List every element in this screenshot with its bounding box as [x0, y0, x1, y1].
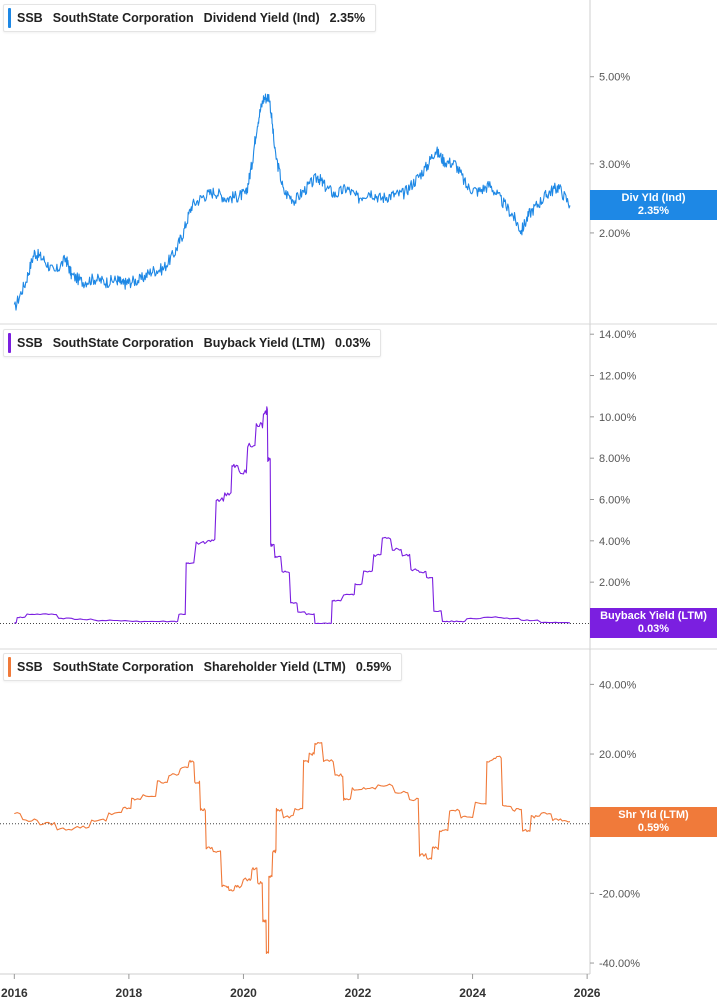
y-tick-label: 12.00% — [599, 371, 637, 383]
legend-metric: Buyback Yield (LTM) — [203, 336, 325, 350]
legend-value: 0.03% — [335, 336, 371, 350]
legend-metric: Dividend Yield (Ind) — [203, 11, 320, 25]
badge-value: 0.59% — [637, 821, 670, 834]
badge-label: Div Yld (Ind) — [621, 192, 686, 205]
legend-company: SouthState Corporation — [52, 11, 194, 25]
badge-shareholder-yield: Shr Yld (LTM) 0.59% — [590, 806, 717, 837]
legend-company: SouthState Corporation — [52, 336, 194, 350]
x-tick-label: 2026 — [574, 986, 601, 1000]
y-tick-label: 14.00% — [599, 329, 637, 341]
legend-swatch — [8, 657, 11, 677]
legend-value: 0.59% — [355, 660, 392, 674]
x-tick-label: 2020 — [230, 986, 257, 1000]
y-tick-label: 3.00% — [599, 159, 630, 171]
y-tick-label: 20.00% — [599, 749, 637, 761]
y-tick-label: 2.00% — [599, 228, 630, 240]
y-tick-label: 6.00% — [599, 494, 630, 506]
legend-swatch — [8, 333, 11, 353]
badge-value: 2.35% — [637, 205, 670, 218]
series-line — [13, 93, 571, 311]
legend-symbol: SSB — [17, 11, 43, 25]
y-tick-label: 8.00% — [599, 453, 630, 465]
x-axis: 2016 2018 2020 2022 2024 2026 — [0, 973, 601, 1000]
badge-value: 0.03% — [637, 622, 670, 635]
panel-buyback-yield-ltm-: 14.00% 12.00% 10.00% 8.00% 6.00% 4.00% 2.00% — [0, 323, 717, 649]
badge-label: Shr Yld (LTM) — [618, 808, 689, 821]
y-tick-label: 10.00% — [599, 412, 637, 424]
y-tick-label: 4.00% — [599, 536, 630, 548]
y-tick-label: -40.00% — [599, 958, 640, 970]
x-tick-label: 2018 — [116, 986, 143, 1000]
legend-swatch — [8, 8, 11, 28]
y-tick-label: -20.00% — [599, 888, 640, 900]
x-tick-label: 2024 — [459, 986, 486, 1000]
legend-dividend-yield[interactable]: SSB SouthState Corporation Dividend Yiel… — [3, 4, 377, 32]
x-tick-label: 2016 — [1, 986, 28, 1000]
legend-symbol: SSB — [17, 336, 43, 350]
y-tick-label: 40.00% — [599, 679, 637, 691]
series-line — [13, 406, 571, 625]
legend-symbol: SSB — [17, 660, 43, 674]
legend-value: 2.35% — [329, 11, 366, 25]
x-tick-label: 2022 — [345, 986, 372, 1000]
series-line — [14, 741, 571, 955]
badge-dividend-yield: Div Yld (Ind) 2.35% — [590, 190, 717, 221]
badge-buyback-yield: Buyback Yield (LTM) 0.03% — [590, 607, 717, 638]
legend-shareholder-yield[interactable]: SSB SouthState Corporation Shareholder Y… — [3, 653, 403, 681]
legend-company: SouthState Corporation — [52, 660, 194, 674]
legend-buyback-yield[interactable]: SSB SouthState Corporation Buyback Yield… — [3, 329, 382, 357]
badge-label: Buyback Yield (LTM) — [600, 609, 707, 622]
legend-metric: Shareholder Yield (LTM) — [203, 660, 346, 674]
y-tick-label: 2.00% — [599, 577, 630, 589]
y-tick-label: 5.00% — [599, 72, 630, 84]
panel-dividend-yield-ind-: 5.00% 3.00% 2.00% — [13, 0, 630, 324]
